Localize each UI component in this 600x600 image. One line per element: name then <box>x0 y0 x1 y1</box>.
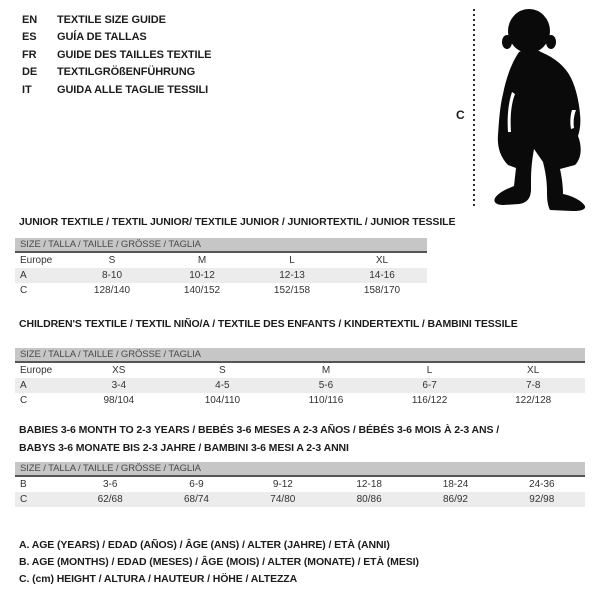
table-row: A 8-10 10-12 12-13 14-16 <box>15 268 427 283</box>
lang-code: FR <box>22 48 37 61</box>
toddler-silhouette-icon <box>494 9 586 211</box>
cell: M <box>197 255 207 266</box>
cell: 116/122 <box>411 395 448 406</box>
lang-title: GUÍA DE TALLAS <box>57 31 147 44</box>
lang-code: IT <box>22 83 32 96</box>
footnote-c: C. (cm) HEIGHT / ALTURA / HAUTEUR / HÖHE… <box>19 573 298 586</box>
cell: 122/128 <box>515 395 552 406</box>
cell: 24-36 <box>529 479 555 490</box>
cell: L <box>426 365 433 376</box>
children-section-title: CHILDREN'S TEXTILE / TEXTIL NIÑO/A / TEX… <box>19 318 518 330</box>
table-row: C 128/140 140/152 152/158 158/170 <box>15 283 427 298</box>
cell: 10-12 <box>189 270 215 281</box>
footnote-a: A. AGE (YEARS) / EDAD (AÑOS) / ÂGE (ANS)… <box>19 539 390 551</box>
height-measure-dotted-line <box>473 9 475 206</box>
junior-size-table: SIZE / TALLA / TAILLE / GRÖSSE / TAGLIA … <box>15 238 427 298</box>
cell: M <box>321 365 331 376</box>
cell: 158/170 <box>363 285 401 296</box>
cell: 62/68 <box>97 494 123 505</box>
cell: 12-13 <box>279 270 305 281</box>
cell: L <box>289 255 295 266</box>
cell: 3-6 <box>102 479 118 490</box>
babies-size-table: SIZE / TALLA / TAILLE / GRÖSSE / TAGLIA … <box>15 462 585 507</box>
row-label: Europe <box>20 255 53 266</box>
table-row: A 3-4 4-5 5-6 6-7 7-8 <box>15 378 585 393</box>
cell: 80/86 <box>356 494 382 505</box>
cell: 3-4 <box>111 380 127 391</box>
row-label: B <box>20 479 27 490</box>
footnotes: A. AGE (YEARS) / EDAD (AÑOS) / ÂGE (ANS)… <box>19 537 419 589</box>
table-header-bar: SIZE / TALLA / TAILLE / GRÖSSE / TAGLIA <box>15 238 427 253</box>
cell: 14-16 <box>369 270 395 281</box>
lang-title: TEXTILGRÖßENFÜHRUNG <box>57 66 196 79</box>
lang-title: TEXTILE SIZE GUIDE <box>57 14 166 26</box>
lang-row-es: ES GUÍA DE TALLAS <box>22 29 211 46</box>
lang-row-it: IT GUIDA ALLE TAGLIE TESSILI <box>22 82 211 99</box>
row-label: A <box>20 270 27 281</box>
row-label: C <box>20 285 28 296</box>
footnote-b: B. AGE (MONTHS) / EDAD (MESES) / ÂGE (MO… <box>19 556 419 569</box>
cell: 6-7 <box>422 380 437 391</box>
cell: 12-18 <box>356 479 382 490</box>
babies-section-title: BABIES 3-6 MONTH TO 2-3 YEARS / BEBÉS 3-… <box>19 422 579 457</box>
junior-section-title: JUNIOR TEXTILE / TEXTIL JUNIOR/ TEXTILE … <box>19 216 456 228</box>
cell: 140/152 <box>183 285 221 296</box>
height-measure-label: C <box>456 108 465 122</box>
cell: S <box>108 255 116 266</box>
lang-row-en: EN TEXTILE SIZE GUIDE <box>22 12 211 29</box>
table-row: Europe S M L XL <box>15 253 427 268</box>
lang-row-de: DE TEXTILGRÖßENFÜHRUNG <box>22 64 211 81</box>
table-header-bar: SIZE / TALLA / TAILLE / GRÖSSE / TAGLIA <box>15 462 585 477</box>
cell: XL <box>375 255 389 266</box>
table-header-bar: SIZE / TALLA / TAILLE / GRÖSSE / TAGLIA <box>15 348 585 363</box>
cell: 68/74 <box>183 494 209 505</box>
cell: 74/80 <box>270 494 296 505</box>
cell: 18-24 <box>442 479 469 490</box>
table-row: C 62/68 68/74 74/80 80/86 86/92 92/98 <box>15 492 585 507</box>
cell: 128/140 <box>93 285 131 296</box>
cell: 92/98 <box>529 494 555 505</box>
lang-code: ES <box>22 31 37 44</box>
lang-code: EN <box>22 14 38 26</box>
lang-row-fr: FR GUIDE DES TAILLES TEXTILE <box>22 47 211 64</box>
row-label: C <box>20 494 28 505</box>
language-title-list: EN TEXTILE SIZE GUIDE ES GUÍA DE TALLAS … <box>22 12 211 99</box>
lang-code: DE <box>22 66 38 79</box>
cell: 8-10 <box>101 270 122 281</box>
table-row: C 98/104 104/110 110/116 116/122 122/128 <box>15 393 585 408</box>
cell: 4-5 <box>215 380 230 391</box>
cell: 110/116 <box>308 395 344 406</box>
table-row: Europe XS S M L XL <box>15 363 585 378</box>
cell: 5-6 <box>318 380 334 391</box>
row-label: C <box>20 395 28 406</box>
babies-title-line2: BABYS 3-6 MONATE BIS 2-3 JAHRE / BAMBINI… <box>19 441 349 454</box>
row-label: A <box>20 380 27 391</box>
cell: 6-9 <box>189 479 204 490</box>
cell: 98/104 <box>103 395 135 406</box>
table-row: B 3-6 6-9 9-12 12-18 18-24 24-36 <box>15 477 585 492</box>
cell: 86/92 <box>442 494 468 505</box>
cell: S <box>219 365 226 376</box>
cell: 7-8 <box>525 380 541 391</box>
lang-title: GUIDE DES TAILLES TEXTILE <box>57 48 212 61</box>
cell: XS <box>112 365 126 376</box>
row-label: Europe <box>20 365 53 376</box>
babies-title-line1: BABIES 3-6 MONTH TO 2-3 YEARS / BEBÉS 3-… <box>19 424 500 436</box>
children-size-table: SIZE / TALLA / TAILLE / GRÖSSE / TAGLIA … <box>15 348 585 408</box>
cell: XL <box>527 365 540 376</box>
cell: 152/158 <box>273 285 311 296</box>
lang-title: GUIDA ALLE TAGLIE TESSILI <box>57 83 209 96</box>
cell: 104/110 <box>204 395 241 406</box>
cell: 9-12 <box>272 479 293 490</box>
